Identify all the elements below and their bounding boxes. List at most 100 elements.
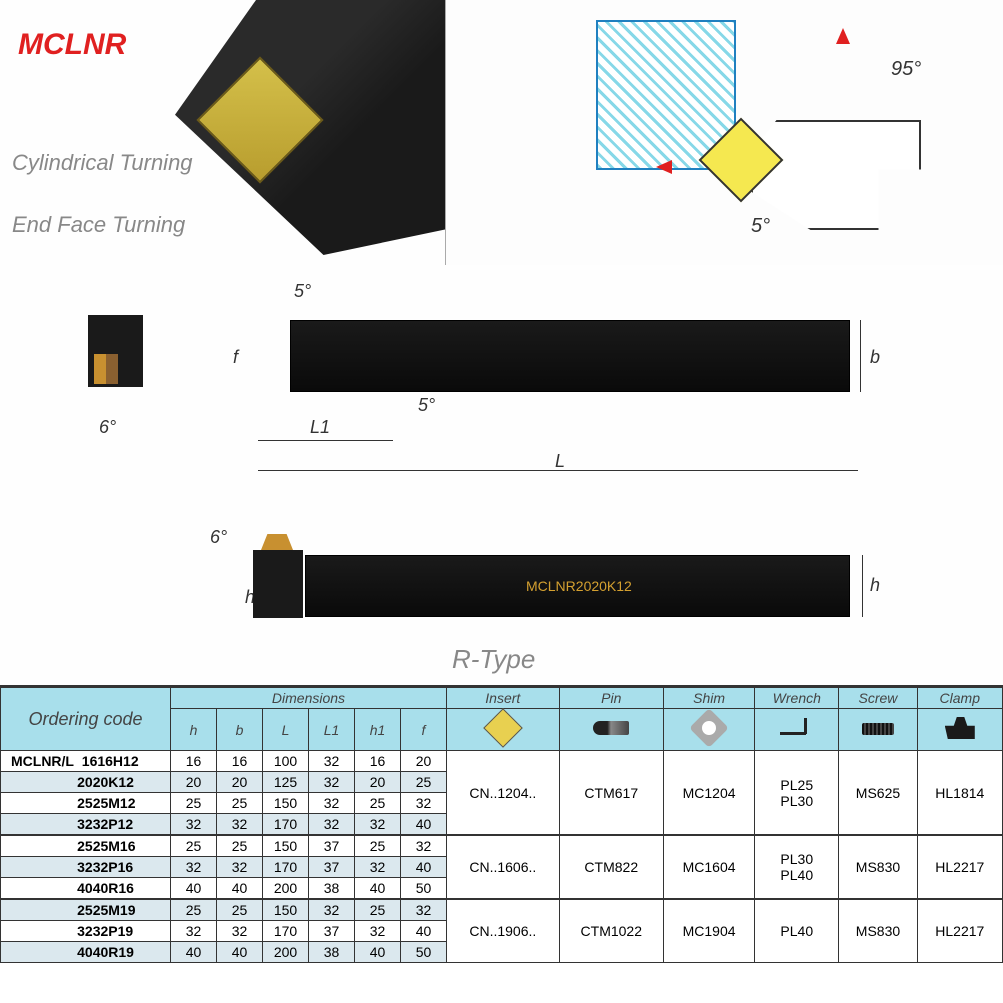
insert-header: Insert <box>447 688 560 709</box>
holder-outline <box>751 120 921 230</box>
label-f: f <box>233 347 238 368</box>
insert-icon-cell <box>447 709 560 751</box>
table-row: 2525M162525150372532CN..1606..CTM822MC16… <box>1 835 1003 857</box>
label-L1: L1 <box>310 417 330 438</box>
dim-cell: 32 <box>401 835 447 857</box>
col-L1: L1 <box>309 709 355 751</box>
tool-bar-side-view: MCLNR2020K12 <box>305 555 850 617</box>
wrench-header: Wrench <box>755 688 839 709</box>
ordering-code-cell: 2020K12 <box>1 772 171 793</box>
dim-cell: 16 <box>217 751 263 772</box>
dim-cell: 16 <box>355 751 401 772</box>
top-section: MCLNR Cylindrical Turning End Face Turni… <box>0 0 1003 265</box>
subtitle-endface: End Face Turning <box>12 212 185 238</box>
dim-cell: 32 <box>309 772 355 793</box>
shim-cell: MC1904 <box>663 899 754 963</box>
dim-cell: 200 <box>263 878 309 900</box>
dim-cell: 40 <box>171 878 217 900</box>
product-title: MCLNR <box>18 28 126 62</box>
dim-cell: 170 <box>263 921 309 942</box>
table-body: MCLNR/L 1616H121616100321620CN..1204..CT… <box>1 751 1003 963</box>
dim-cell: 40 <box>171 942 217 963</box>
dim-cell: 25 <box>355 835 401 857</box>
label-b: b <box>870 347 880 368</box>
angle-6a-label: 6° <box>99 417 116 438</box>
dim-cell: 37 <box>309 921 355 942</box>
screw-header: Screw <box>839 688 917 709</box>
col-b: b <box>217 709 263 751</box>
dim-cell: 150 <box>263 793 309 814</box>
angle-95-label: 95° <box>891 58 921 81</box>
shim-icon-cell <box>663 709 754 751</box>
dim-cell: 32 <box>217 921 263 942</box>
pin-cell: CTM1022 <box>559 899 663 963</box>
dim-cell: 150 <box>263 899 309 921</box>
dim-line-b <box>860 320 861 392</box>
insert-icon <box>483 708 523 748</box>
screw-cell: MS830 <box>839 835 917 899</box>
dim-cell: 32 <box>309 814 355 836</box>
pin-header: Pin <box>559 688 663 709</box>
shim-icon <box>689 708 729 748</box>
clamp-header: Clamp <box>917 688 1002 709</box>
dim-cell: 125 <box>263 772 309 793</box>
dim-cell: 32 <box>401 793 447 814</box>
dim-cell: 25 <box>171 793 217 814</box>
tool-bar-top-view <box>290 320 850 392</box>
ordering-code-cell: 2525M19 <box>1 899 171 921</box>
angle-5b-label: 5° <box>418 395 435 416</box>
dim-cell: 38 <box>309 942 355 963</box>
shim-header: Shim <box>663 688 754 709</box>
pin-cell: CTM822 <box>559 835 663 899</box>
wrench-icon-cell <box>755 709 839 751</box>
ordering-code-cell: 3232P12 <box>1 814 171 836</box>
dim-cell: 20 <box>171 772 217 793</box>
insert-cell: CN..1204.. <box>447 751 560 836</box>
dim-cell: 37 <box>309 835 355 857</box>
spec-table-section: Ordering code Dimensions Insert Pin Shim… <box>0 685 1003 963</box>
dimension-diagram-section: 6° 5° 5° f L1 L b 6° h1 h MCLNR2020K12 R… <box>0 265 1003 685</box>
table-row: MCLNR/L 1616H121616100321620CN..1204..CT… <box>1 751 1003 772</box>
dim-line-L1 <box>258 440 393 441</box>
clamp-icon <box>945 717 975 739</box>
wrench-cell: PL30 PL40 <box>755 835 839 899</box>
dim-cell: 25 <box>355 899 401 921</box>
ordering-code-cell: 4040R16 <box>1 878 171 900</box>
dim-cell: 32 <box>309 899 355 921</box>
screw-icon <box>862 723 894 735</box>
table-row: 2525M192525150322532CN..1906..CTM1022MC1… <box>1 899 1003 921</box>
dim-cell: 32 <box>309 793 355 814</box>
label-L: L <box>555 451 565 472</box>
shim-cell: MC1604 <box>663 835 754 899</box>
side-insert-view <box>253 550 303 618</box>
screw-cell: MS830 <box>839 899 917 963</box>
col-h1: h1 <box>355 709 401 751</box>
dim-cell: 100 <box>263 751 309 772</box>
ordering-code-header: Ordering code <box>1 688 171 751</box>
dim-cell: 40 <box>217 942 263 963</box>
dim-cell: 40 <box>217 878 263 900</box>
dim-cell: 32 <box>171 814 217 836</box>
ordering-code-cell: 4040R19 <box>1 942 171 963</box>
angle-5a-label: 5° <box>294 281 311 302</box>
r-type-label: R-Type <box>452 644 535 675</box>
dim-cell: 32 <box>355 857 401 878</box>
dim-line-h <box>862 555 863 617</box>
dim-cell: 32 <box>217 857 263 878</box>
dim-cell: 20 <box>217 772 263 793</box>
dim-cell: 32 <box>355 814 401 836</box>
wrench-cell: PL25 PL30 <box>755 751 839 836</box>
dim-cell: 40 <box>355 878 401 900</box>
ordering-code-cell: 2525M16 <box>1 835 171 857</box>
pin-icon <box>593 721 629 735</box>
dim-cell: 32 <box>171 921 217 942</box>
insert-cell: CN..1906.. <box>447 899 560 963</box>
pin-icon-cell <box>559 709 663 751</box>
tool-photo <box>175 0 445 255</box>
shim-cell: MC1204 <box>663 751 754 836</box>
angle-diagram: 95° 5° <box>596 20 946 250</box>
angle-5-label: 5° <box>751 215 770 238</box>
dim-cell: 37 <box>309 857 355 878</box>
red-arrow-left-icon <box>656 160 672 174</box>
label-h: h <box>870 575 880 596</box>
